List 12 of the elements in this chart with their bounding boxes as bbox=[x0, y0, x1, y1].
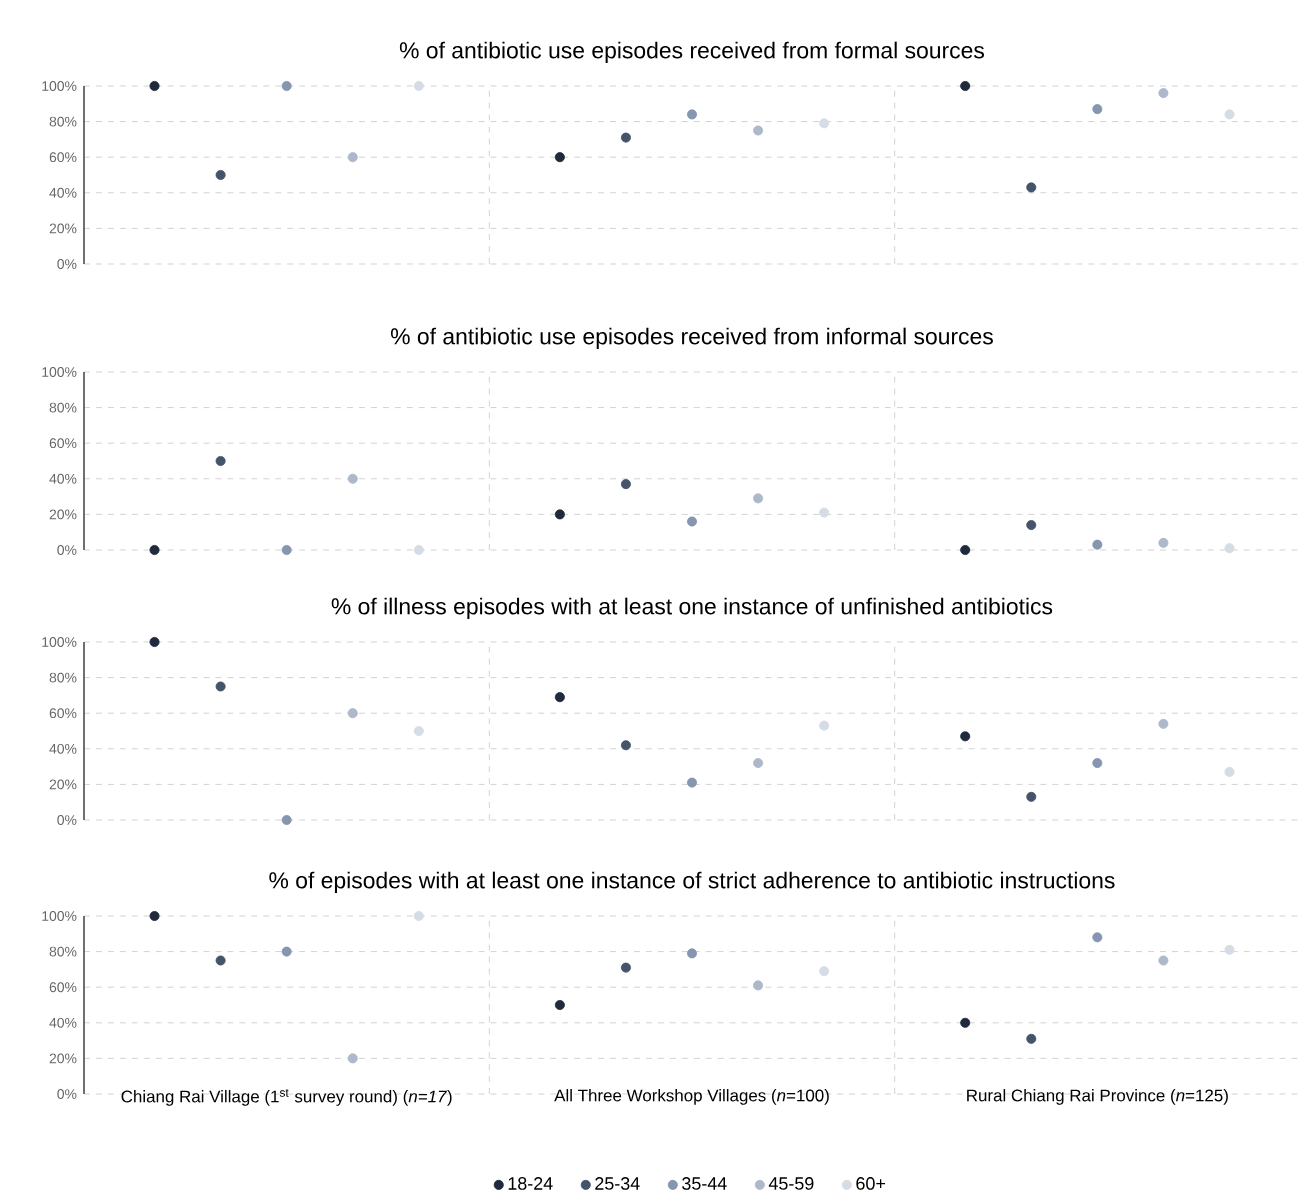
legend-label: 18-24 bbox=[508, 1177, 553, 1190]
chart-title: % of antibiotic use episodes received from formal sources bbox=[399, 41, 984, 63]
legend-label: 60+ bbox=[856, 1177, 885, 1190]
legend-label: 25-34 bbox=[595, 1177, 640, 1190]
x-tick-label: Chiang Rai Village (1$^{st}$ survey round) (n=17) bbox=[121, 1089, 452, 1106]
chart-title: % of illness episodes with at least one instance of unfinished antibiotics bbox=[331, 597, 1053, 619]
legend-label: 45-59 bbox=[768, 1177, 814, 1190]
x-tick-label: All Three Workshop Villages (n=100) bbox=[554, 1089, 829, 1105]
chart-title: % of episodes with at least one instance of strict adherence to antibiotic instructions bbox=[269, 871, 1115, 893]
chart-title: % of antibiotic use episodes received from informal sources bbox=[390, 327, 993, 349]
legend-label: 35-44 bbox=[682, 1177, 727, 1190]
x-tick-label: Rural Chiang Rai Province (n=125) bbox=[967, 1089, 1228, 1105]
